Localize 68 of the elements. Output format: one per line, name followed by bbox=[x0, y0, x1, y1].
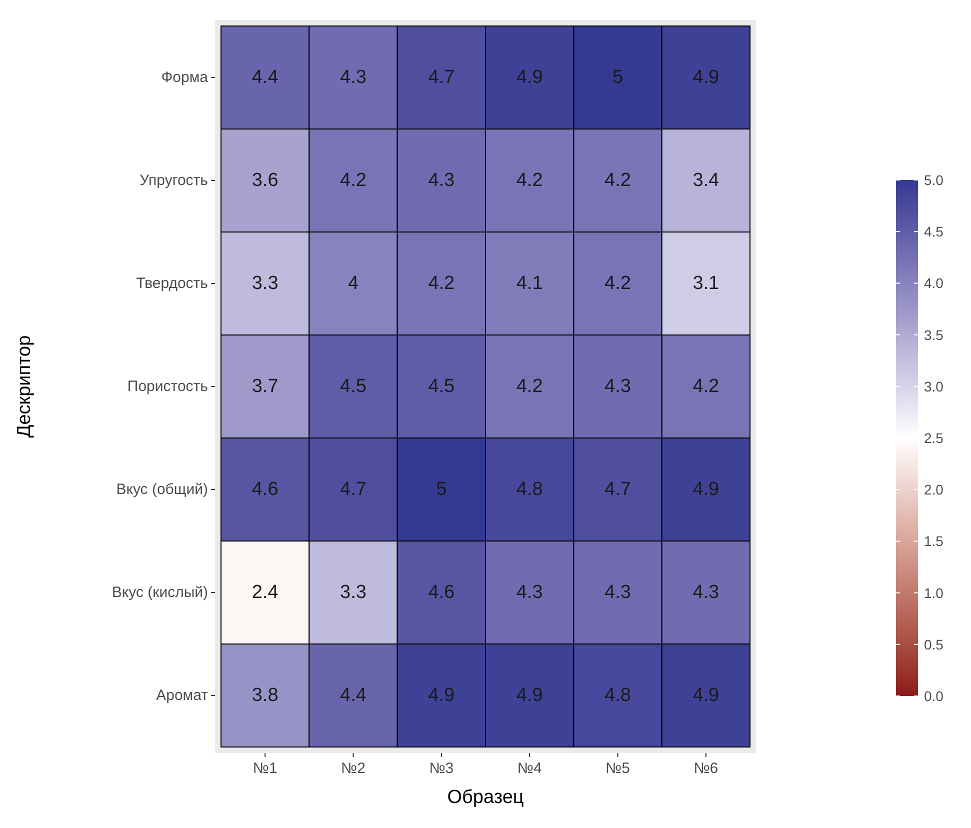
color-bar-label: 4.0 bbox=[924, 275, 944, 292]
x-tick-label: №6 bbox=[694, 760, 718, 777]
data-label: 4.2 bbox=[692, 376, 720, 397]
color-bar-label: 1.0 bbox=[924, 584, 944, 601]
y-tick-label: Пористость bbox=[127, 378, 208, 395]
data-label: 4.3 bbox=[428, 170, 455, 191]
data-label: 4.3 bbox=[692, 582, 720, 603]
data-label: 4.3 bbox=[340, 67, 366, 88]
y-tick-label: Вкус (кислый) bbox=[112, 584, 208, 601]
data-label: 3.6 bbox=[252, 170, 278, 191]
color-bar-label: 0.5 bbox=[924, 636, 944, 652]
color-bar-label: 4.5 bbox=[924, 224, 944, 240]
color-bar-label: 3.5 bbox=[924, 326, 944, 343]
data-label: 4.6 bbox=[252, 479, 278, 500]
data-label: 4.8 bbox=[604, 685, 631, 706]
y-tick-label: Аромат bbox=[156, 687, 208, 704]
data-label: 4.9 bbox=[692, 685, 720, 706]
data-label: 4.7 bbox=[604, 479, 631, 500]
data-label: 4.2 bbox=[604, 273, 631, 294]
data-label: 4.9 bbox=[516, 67, 543, 88]
data-label: 4.7 bbox=[428, 67, 455, 88]
data-label: 4.2 bbox=[516, 376, 543, 397]
data-label: 4.3 bbox=[516, 582, 543, 603]
data-label: 3.7 bbox=[252, 376, 278, 397]
data-label: 4.2 bbox=[428, 273, 455, 294]
data-label: 3.8 bbox=[252, 685, 278, 706]
y-axis-title: Дескриптор bbox=[14, 335, 35, 438]
data-label: 4 bbox=[348, 273, 359, 294]
data-label: 5 bbox=[436, 479, 447, 500]
data-label: 4.6 bbox=[428, 582, 455, 603]
y-tick-label: Твердость bbox=[136, 275, 208, 292]
color-bar-label: 2.0 bbox=[924, 482, 944, 498]
data-label: 4.9 bbox=[516, 685, 543, 706]
data-label: 4.5 bbox=[428, 376, 455, 397]
x-tick-label: №4 bbox=[517, 760, 542, 777]
color-bar-label: 2.5 bbox=[924, 430, 944, 446]
color-bar-label: 1.5 bbox=[924, 533, 944, 550]
color-bar-label: 5.0 bbox=[924, 172, 944, 188]
data-label: 4.9 bbox=[692, 67, 720, 88]
data-label: 4.3 bbox=[604, 376, 631, 397]
data-label: 3.1 bbox=[692, 273, 720, 294]
data-label: 4.1 bbox=[516, 273, 543, 294]
data-label: 4.2 bbox=[604, 170, 631, 191]
data-label: 4.5 bbox=[340, 376, 366, 397]
data-label: 4.4 bbox=[252, 67, 279, 88]
x-tick-label: №5 bbox=[606, 760, 630, 777]
data-label: 3.4 bbox=[692, 170, 720, 191]
data-label: 4.3 bbox=[604, 582, 631, 603]
data-label: 2.4 bbox=[252, 582, 279, 603]
y-tick-label: Вкус (общий) bbox=[116, 481, 208, 498]
data-label: 3.3 bbox=[252, 273, 278, 294]
data-label: 3.3 bbox=[340, 582, 366, 603]
color-bar-label: 0.0 bbox=[924, 688, 944, 704]
data-label: 4.2 bbox=[340, 170, 366, 191]
data-label: 4.8 bbox=[516, 479, 543, 500]
y-tick-label: Форма bbox=[161, 69, 209, 86]
x-tick-label: №1 bbox=[252, 760, 278, 777]
data-label: 4.2 bbox=[516, 170, 543, 191]
x-tick-label: №2 bbox=[341, 760, 366, 777]
data-label: 4.4 bbox=[340, 685, 367, 706]
data-label: 4.7 bbox=[340, 479, 366, 500]
x-tick-label: №3 bbox=[429, 760, 454, 777]
y-tick-label: Упругость bbox=[140, 172, 208, 189]
x-axis-title: Образец bbox=[447, 787, 524, 808]
data-label: 4.9 bbox=[692, 479, 720, 500]
data-label: 4.9 bbox=[428, 685, 455, 706]
data-label: 5 bbox=[612, 67, 624, 88]
color-bar-label: 3.0 bbox=[924, 378, 944, 394]
